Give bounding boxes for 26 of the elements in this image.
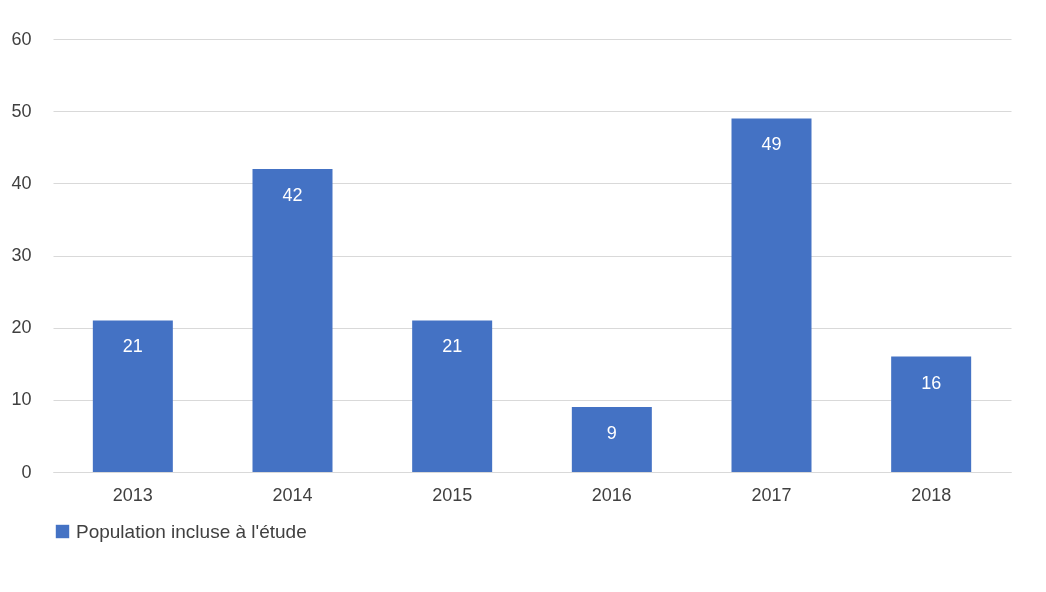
y-tick-label: 10 [11, 389, 32, 410]
y-tick-label: 20 [11, 317, 32, 338]
x-tick-label: 2015 [432, 484, 473, 505]
x-tick-label: 2014 [272, 484, 313, 505]
legend-label: Population incluse à l'étude [76, 520, 307, 542]
bar [731, 118, 812, 472]
bar [252, 168, 333, 472]
bar [891, 356, 972, 472]
y-tick-label: 0 [21, 461, 32, 482]
data-label: 21 [122, 336, 143, 357]
bar [571, 407, 652, 472]
x-tick-label: 2013 [112, 484, 153, 505]
y-tick-label: 50 [11, 100, 32, 121]
data-label: 42 [282, 184, 303, 205]
x-tick-label: 2018 [911, 484, 952, 505]
data-label: 9 [606, 423, 617, 444]
y-tick-label: 60 [11, 28, 32, 49]
data-label: 49 [761, 134, 782, 155]
bar [92, 320, 173, 472]
y-tick-label: 40 [11, 172, 32, 193]
data-label: 16 [921, 372, 942, 393]
data-label: 21 [442, 336, 463, 357]
y-tick-label: 30 [11, 245, 32, 265]
bar [412, 320, 493, 472]
x-tick-label: 2016 [591, 484, 632, 505]
x-tick-label: 2017 [751, 484, 792, 505]
